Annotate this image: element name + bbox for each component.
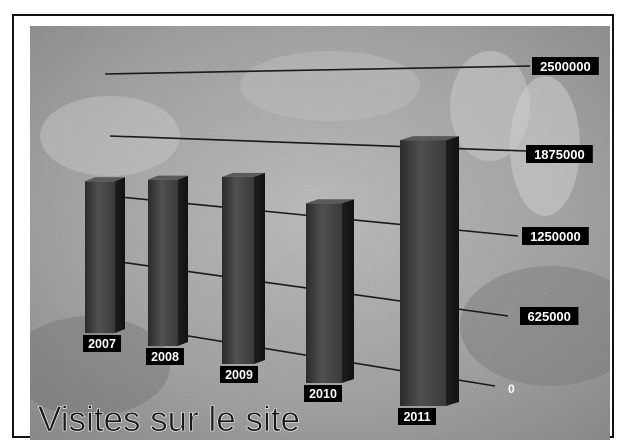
chart-background (30, 26, 610, 440)
y-tick-label-bg (526, 145, 593, 163)
y-tick-label: 1875000 (534, 147, 585, 162)
x-category-label-bg (83, 335, 121, 352)
chart-title: Visites sur le site (38, 400, 300, 439)
y-tick-label: 1250000 (530, 229, 581, 244)
x-category-label: 2009 (225, 368, 253, 382)
y-tick-label: 0 (508, 382, 515, 396)
bar-series (85, 136, 459, 406)
gridline (104, 65, 531, 75)
bar (85, 177, 125, 333)
bar (222, 172, 265, 364)
y-tick-label-bg (520, 307, 579, 325)
y-tick-label-bg (522, 227, 589, 245)
bar (400, 136, 459, 406)
chart-area: 0 625000 1250000 1875000 2500000 2007 2008 200… (30, 26, 610, 440)
bar (306, 199, 354, 383)
x-category-label-bg (304, 385, 342, 402)
x-category-label: 2008 (151, 350, 179, 364)
y-tick-label: 625000 (528, 309, 571, 324)
x-category-label: 2010 (309, 387, 337, 401)
y-tick-label-bg (532, 57, 599, 75)
y-tick-labels: 0 625000 1250000 1875000 2500000 (508, 57, 599, 396)
x-category-labels: 2007 2008 2009 2010 2011 (83, 335, 436, 425)
y-tick-label: 2500000 (540, 59, 591, 74)
x-category-label: 2011 (403, 410, 430, 424)
x-category-label-bg (220, 366, 258, 383)
x-category-label-bg (146, 348, 184, 365)
x-category-label-bg (398, 408, 436, 425)
bar (148, 175, 188, 346)
x-category-label: 2007 (88, 337, 116, 351)
